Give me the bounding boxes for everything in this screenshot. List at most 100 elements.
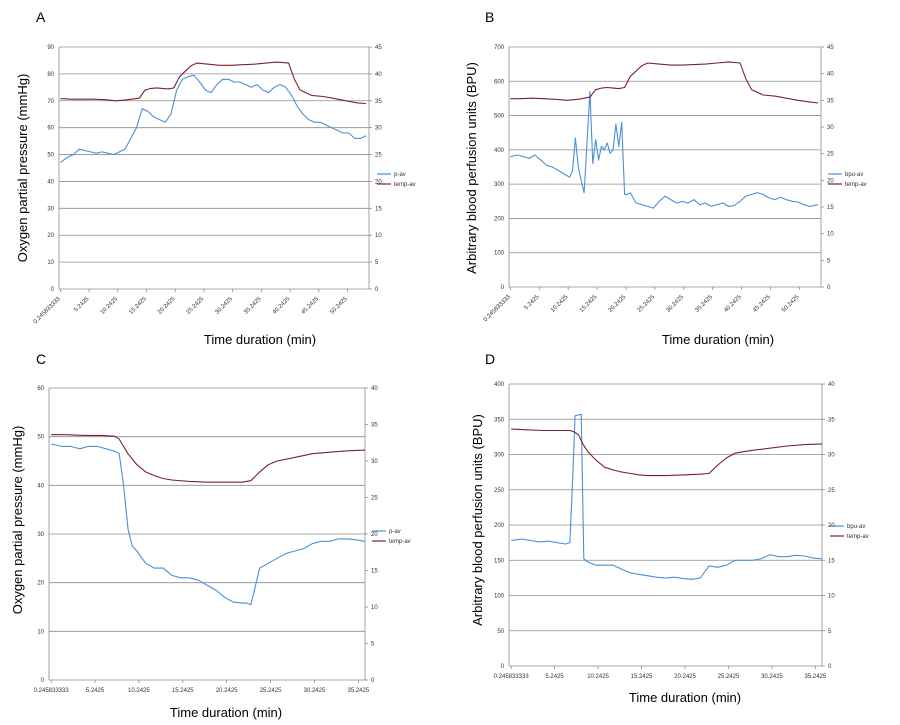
x-tick-label: 50.2425 — [781, 294, 801, 314]
y-left-tick-label: 50 — [47, 153, 54, 159]
y-right-tick-label: 35 — [827, 98, 834, 104]
x-axis-title: Time duration (min) — [662, 332, 774, 347]
y-left-tick-label: 0 — [41, 678, 45, 684]
y-left-tick-label: 700 — [494, 45, 505, 51]
y-right-tick-label: 15 — [827, 205, 834, 211]
y-right-tick-label: 20 — [375, 179, 382, 185]
y-right-tick-label: 40 — [827, 72, 834, 78]
x-tick-label: 25.2425 — [260, 688, 282, 694]
series-line-p-av — [51, 443, 366, 606]
x-tick-label: 35.2425 — [805, 674, 827, 680]
y-right-tick-label: 10 — [828, 594, 835, 600]
y-right-tick-label: 40 — [828, 382, 835, 388]
legend-label: p-av — [394, 172, 406, 178]
legend-label: temp-av — [847, 534, 869, 540]
y-left-tick-label: 150 — [494, 558, 505, 564]
y-left-tick-label: 400 — [494, 148, 505, 154]
y-right-tick-label: 35 — [375, 99, 382, 105]
y-left-tick-label: 40 — [37, 483, 44, 489]
x-tick-label: 15.2425 — [172, 688, 194, 694]
y-right-tick-label: 5 — [375, 260, 379, 266]
series-line-temp-av — [51, 434, 366, 483]
y-right-tick-label: 40 — [375, 72, 382, 78]
x-tick-label: 5.2425 — [545, 674, 564, 680]
series-line-bpu-av — [510, 91, 819, 209]
y-axis-title: Arbitrary blood perfusion units (BPU) — [464, 62, 479, 274]
y-right-tick-label: 35 — [828, 417, 835, 423]
x-axis-title: Time duration (min) — [629, 690, 741, 705]
y-left-tick-label: 60 — [47, 126, 54, 132]
x-axis-title: Time duration (min) — [204, 332, 316, 347]
y-left-tick-label: 90 — [47, 45, 54, 51]
x-tick-label: 30.2425 — [666, 294, 686, 314]
y-right-tick-label: 25 — [827, 152, 834, 158]
y-right-tick-label: 40 — [371, 386, 378, 392]
y-left-tick-label: 0 — [51, 287, 55, 293]
x-tick-label: 0.245833333 — [33, 296, 62, 325]
panel-D: D050100150200250300350400051015202530354… — [470, 351, 869, 705]
legend-label: p-av — [389, 529, 401, 535]
y-right-tick-label: 10 — [827, 232, 834, 238]
series-line-temp-av — [511, 428, 823, 477]
panel-letter: C — [36, 351, 46, 367]
panel-B: B 0 100 200 300 400 500 600 700 0 5 10 15 20 25 30 35 40 4… — [464, 9, 867, 347]
y-left-tick-label: 50 — [497, 629, 504, 635]
y-left-tick-label: 0 — [501, 285, 505, 291]
x-tick-label: 15.2425 — [631, 674, 653, 680]
x-tick-label: 10.2425 — [100, 296, 120, 316]
x-tick-label: 10.2425 — [128, 688, 150, 694]
x-tick-label: 30.2425 — [214, 296, 234, 316]
x-tick-label: 25.2425 — [637, 294, 657, 314]
x-tick-label: 10.2425 — [550, 294, 570, 314]
panel-letter: B — [485, 9, 494, 25]
y-right-tick-label: 5 — [371, 642, 375, 648]
y-left-tick-label: 0 — [501, 664, 505, 670]
x-tick-label: 5.2425 — [86, 688, 105, 694]
series-line-temp-av — [510, 61, 819, 104]
y-left-tick-label: 500 — [494, 114, 505, 120]
x-tick-label: 35.2425 — [243, 296, 263, 316]
y-left-tick-label: 10 — [47, 260, 54, 266]
x-tick-label: 30.2425 — [304, 688, 326, 694]
y-left-tick-label: 200 — [494, 523, 505, 529]
x-tick-label: 20.2425 — [216, 688, 238, 694]
x-tick-label: 10.2425 — [587, 674, 609, 680]
y-right-tick-label: 25 — [828, 488, 835, 494]
y-left-tick-label: 60 — [37, 386, 44, 392]
x-tick-label: 40.2425 — [723, 294, 743, 314]
y-right-tick-label: 0 — [827, 285, 831, 291]
x-tick-label: 5.2425 — [73, 296, 91, 314]
x-tick-label: 25.2425 — [718, 674, 740, 680]
series-line-bpu-av — [511, 413, 823, 580]
x-tick-label: 40.2425 — [272, 296, 292, 316]
y-right-tick-label: 45 — [827, 45, 834, 51]
x-tick-label: 15.2425 — [128, 296, 148, 316]
y-axis-title: Arbitrary blood perfusion units (BPU) — [470, 414, 485, 626]
x-tick-label: 0.245833333 — [483, 294, 512, 323]
y-right-tick-label: 0 — [371, 678, 375, 684]
y-left-tick-label: 50 — [37, 435, 44, 441]
y-left-tick-label: 40 — [47, 179, 54, 185]
y-left-tick-label: 70 — [47, 99, 54, 105]
y-right-tick-label: 25 — [371, 496, 378, 502]
y-right-tick-label: 15 — [828, 558, 835, 564]
legend-label: bpu-av — [847, 524, 865, 530]
y-left-tick-label: 200 — [494, 216, 505, 222]
series-line-temp-av — [60, 61, 367, 105]
y-left-tick-label: 300 — [494, 182, 505, 188]
y-left-tick-label: 30 — [47, 206, 54, 212]
y-left-tick-label: 20 — [37, 581, 44, 587]
y-left-tick-label: 10 — [37, 629, 44, 635]
y-right-tick-label: 10 — [371, 605, 378, 611]
legend-label: temp-av — [394, 182, 416, 188]
x-tick-label: 50.2425 — [329, 296, 349, 316]
y-right-tick-label: 5 — [827, 258, 831, 264]
x-axis-title: Time duration (min) — [170, 705, 282, 720]
y-right-tick-label: 10 — [375, 233, 382, 239]
y-left-tick-label: 250 — [494, 488, 505, 494]
x-tick-label: 30.2425 — [761, 674, 783, 680]
y-left-tick-label: 30 — [37, 532, 44, 538]
y-right-tick-label: 0 — [828, 664, 832, 670]
y-left-tick-label: 400 — [494, 382, 505, 388]
